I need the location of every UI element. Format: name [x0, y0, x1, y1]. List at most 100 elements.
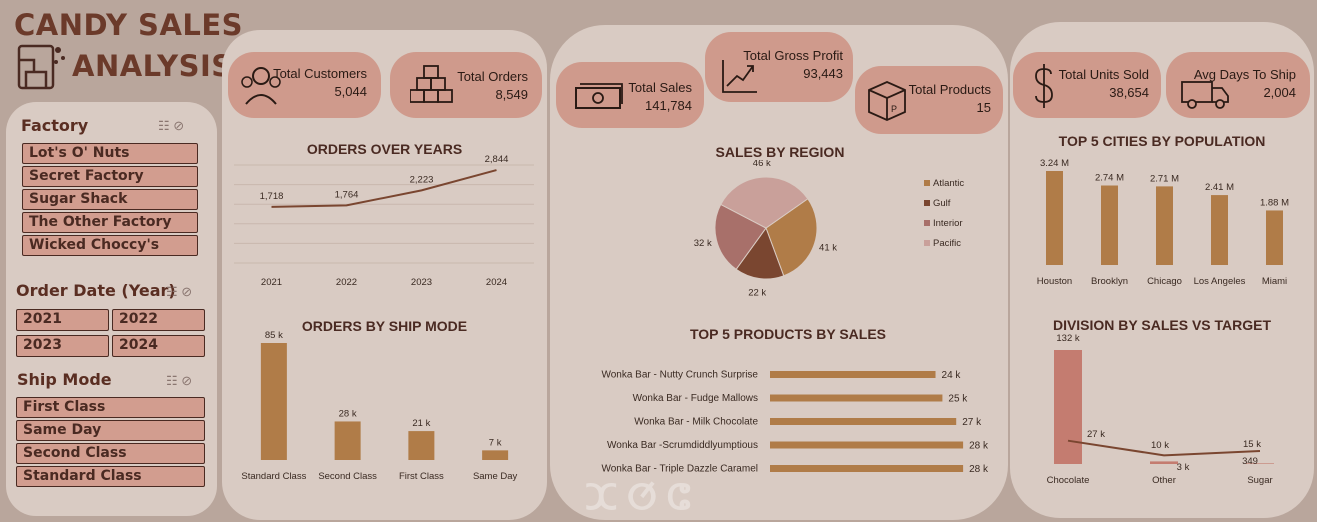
- data-label: 1,718: [260, 191, 284, 202]
- orders-over-years-chart: 1,718 2021 1,764 2022 2,223 2023 2,844 2024: [234, 155, 534, 288]
- kpi-label: Total Units Sold: [1058, 67, 1149, 82]
- data-label: 2.74 M: [1095, 173, 1124, 184]
- kpi-value: 8,549: [495, 87, 528, 102]
- x-tick-label: Miami: [1262, 276, 1287, 287]
- bar: [260, 343, 287, 460]
- x-tick-label: Houston: [1037, 276, 1072, 287]
- x-tick-label: Other: [1152, 475, 1176, 486]
- multi-select-icon[interactable]: ☷ ⊘: [158, 118, 185, 133]
- target-line: [1067, 439, 1261, 457]
- bar: [770, 394, 943, 402]
- kpi-total-units-sold: Total Units Sold 38,654: [1013, 52, 1161, 118]
- data-label: 22 k: [748, 287, 766, 298]
- kpi-value: 2,004: [1263, 85, 1296, 100]
- legend-label: Gulf: [933, 198, 951, 209]
- data-label: 32 k: [694, 238, 712, 249]
- data-label: 85 k: [265, 330, 283, 341]
- x-tick-label: Sugar: [1247, 475, 1272, 486]
- kpi-total-products: P Total Products 15: [855, 66, 1003, 134]
- x-tick-label: Same Day: [473, 471, 518, 482]
- division-vs-target-chart: Chocolate Other Sugar 132 k 3 k 349 27 k 10 k 15…: [1047, 333, 1274, 486]
- pie-slice: [714, 203, 767, 271]
- data-label: 132 k: [1056, 333, 1079, 344]
- legend-swatch: [924, 240, 930, 246]
- bar: [334, 421, 361, 460]
- legend-label: Interior: [933, 218, 963, 229]
- factory-item[interactable]: The Other Factory: [22, 212, 198, 233]
- year-item[interactable]: 2022: [112, 309, 205, 331]
- customers-icon: [241, 67, 281, 105]
- chart-title: TOP 5 CITIES BY POPULATION: [1058, 133, 1266, 149]
- kpi-total-orders: Total Orders 8,549: [390, 52, 542, 118]
- factory-item[interactable]: Lot's O' Nuts: [22, 143, 198, 164]
- x-tick-label: Second Class: [318, 471, 377, 482]
- x-tick-label: First Class: [399, 471, 444, 482]
- factory-item[interactable]: Sugar Shack: [22, 189, 198, 210]
- x-tick-label: Chocolate: [1047, 475, 1090, 486]
- bar: [1101, 185, 1118, 265]
- boxes-icon: [410, 65, 453, 103]
- kpi-value: 93,443: [803, 66, 843, 81]
- order-year-slicer-title: Order Date (Year): [16, 281, 176, 300]
- data-label: 15 k: [1243, 439, 1261, 450]
- x-tick-label: 2021: [261, 277, 282, 288]
- data-label: 28 k: [969, 464, 989, 475]
- data-label: 46 k: [753, 160, 771, 169]
- factory-item[interactable]: Secret Factory: [22, 166, 198, 187]
- ship-mode-item[interactable]: Second Class: [16, 443, 205, 464]
- bar: [1054, 350, 1082, 464]
- ship-mode-slicer-title: Ship Mode: [17, 370, 112, 389]
- bar: [408, 431, 435, 460]
- factory-slicer-title: Factory: [21, 116, 89, 135]
- bar: [1046, 171, 1063, 265]
- data-label: 10 k: [1151, 440, 1169, 451]
- data-label: 2,223: [410, 174, 434, 185]
- x-tick-label: 2024: [486, 277, 507, 288]
- kpi-label: Total Gross Profit: [743, 48, 843, 63]
- y-tick-label: Wonka Bar - Triple Dazzle Caramel: [601, 464, 758, 475]
- ship-mode-item[interactable]: Standard Class: [16, 466, 205, 487]
- svg-text:P: P: [891, 104, 897, 114]
- pie-slice: [765, 198, 818, 277]
- year-item[interactable]: 2024: [112, 335, 205, 357]
- top-cities-chart: 3.24 M Houston 2.74 M Brooklyn 2.71 M Chicago…: [1037, 158, 1289, 287]
- data-label: 2,844: [485, 155, 509, 165]
- bar: [1266, 210, 1283, 265]
- candy-logo-icon: [17, 44, 65, 90]
- kpi-total-gross-profit: Total Gross Profit 93,443: [705, 32, 853, 102]
- pie-slice: [720, 176, 809, 229]
- data-label: 2.41 M: [1205, 182, 1234, 193]
- kpi-value: 5,044: [334, 84, 367, 99]
- multi-select-icon[interactable]: ☷ ⊘: [166, 373, 193, 388]
- bar: [1246, 463, 1274, 464]
- cash-icon: [575, 83, 623, 109]
- trend-up-icon: [722, 60, 757, 93]
- y-tick-label: Wonka Bar - Milk Chocolate: [634, 417, 758, 428]
- multi-select-icon[interactable]: ☷ ⊘: [166, 284, 193, 299]
- data-label: 27 k: [962, 417, 982, 428]
- bar: [1150, 461, 1178, 464]
- data-label: 24 k: [942, 370, 962, 381]
- year-item[interactable]: 2021: [16, 309, 109, 331]
- data-label: 41 k: [819, 242, 837, 253]
- package-icon: P: [868, 81, 906, 121]
- legend-label: Atlantic: [933, 178, 964, 189]
- data-label: 28 k: [339, 408, 357, 419]
- data-label: 2.71 M: [1150, 173, 1179, 184]
- kpi-label: Total Orders: [457, 69, 528, 84]
- bar: [770, 418, 957, 425]
- data-label: 25 k: [948, 394, 968, 405]
- y-tick-label: Wonka Bar - Nutty Crunch Surprise: [601, 370, 758, 381]
- ship-mode-item[interactable]: First Class: [16, 397, 205, 418]
- factory-item[interactable]: Wicked Choccy's: [22, 235, 198, 256]
- x-tick-label: 2023: [411, 277, 432, 288]
- x-tick-label: 2022: [336, 277, 357, 288]
- data-label: 1,764: [335, 189, 359, 200]
- kpi-label: Avg Days To Ship: [1193, 67, 1296, 82]
- legend-swatch: [924, 200, 930, 206]
- year-item[interactable]: 2023: [16, 335, 109, 357]
- data-label: 7 k: [489, 437, 502, 448]
- data-label: 21 k: [412, 418, 430, 429]
- kpi-label: Total Customers: [273, 66, 367, 81]
- ship-mode-item[interactable]: Same Day: [16, 420, 205, 441]
